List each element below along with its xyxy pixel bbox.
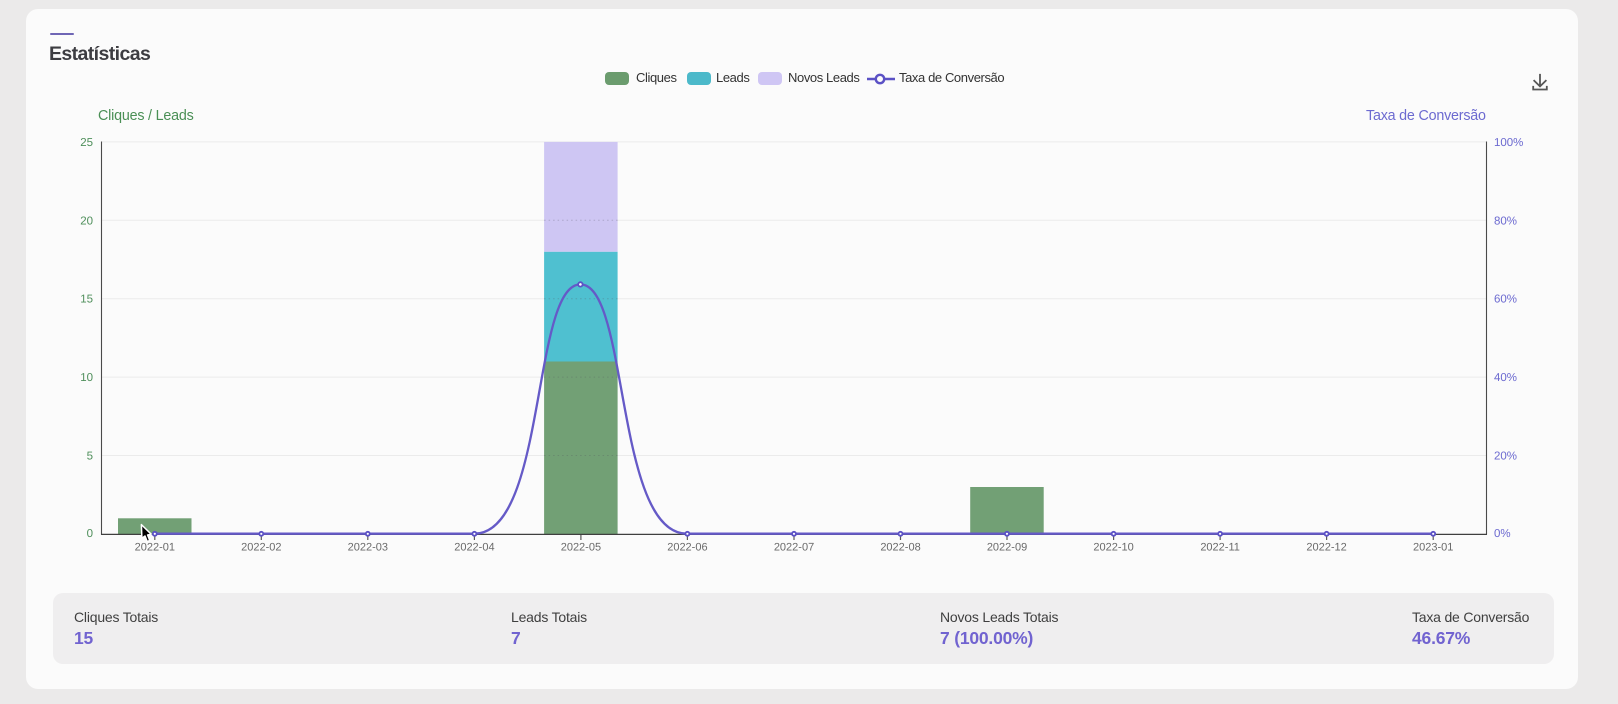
svg-text:2022-11: 2022-11 (1200, 542, 1240, 554)
svg-text:100%: 100% (1494, 137, 1523, 149)
svg-text:15: 15 (80, 294, 93, 306)
svg-text:0: 0 (87, 528, 93, 540)
svg-text:40%: 40% (1494, 372, 1517, 384)
svg-text:80%: 80% (1494, 215, 1517, 227)
svg-text:10: 10 (80, 372, 93, 384)
svg-text:60%: 60% (1494, 294, 1517, 306)
svg-text:20: 20 (80, 215, 93, 227)
svg-text:2022-05: 2022-05 (561, 542, 601, 554)
svg-text:2022-10: 2022-10 (1093, 542, 1133, 554)
svg-text:2022-01: 2022-01 (135, 542, 175, 554)
svg-text:2022-12: 2022-12 (1306, 542, 1346, 554)
svg-text:2022-09: 2022-09 (987, 542, 1027, 554)
svg-text:20%: 20% (1494, 451, 1517, 463)
svg-text:2022-07: 2022-07 (774, 542, 814, 554)
svg-text:25: 25 (80, 137, 93, 149)
svg-text:2022-03: 2022-03 (348, 542, 388, 554)
svg-text:0%: 0% (1494, 528, 1511, 540)
svg-text:2022-02: 2022-02 (241, 542, 281, 554)
svg-text:2022-08: 2022-08 (880, 542, 920, 554)
svg-text:5: 5 (87, 451, 93, 463)
svg-text:2023-01: 2023-01 (1413, 542, 1453, 554)
svg-text:2022-06: 2022-06 (667, 542, 707, 554)
svg-text:2022-04: 2022-04 (454, 542, 494, 554)
